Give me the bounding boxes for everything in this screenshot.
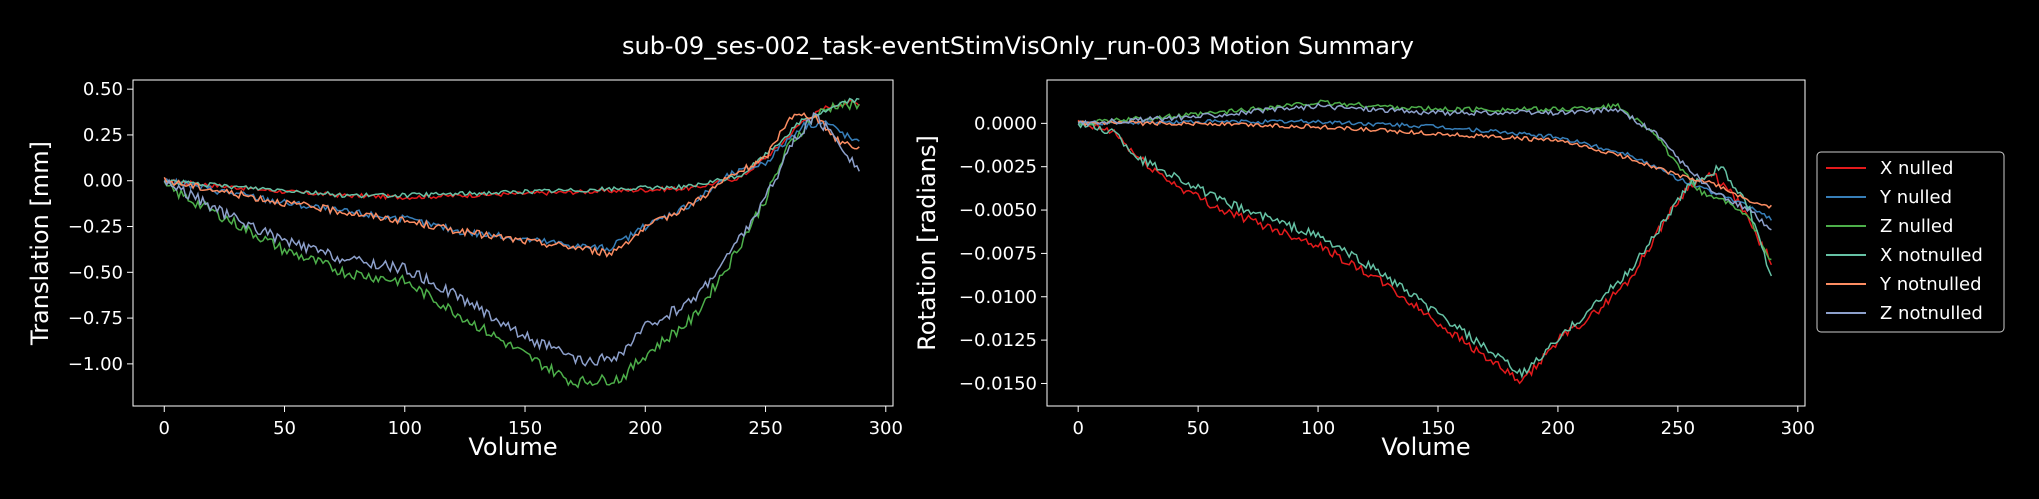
series-line (163, 99, 860, 389)
x-tick-label: 200 (628, 418, 662, 439)
x-tick-label: 300 (869, 418, 903, 439)
y-tick-label: −0.75 (68, 308, 123, 329)
x-axis-label: Volume (1381, 433, 1470, 461)
legend-label: Z nulled (1880, 216, 1953, 237)
legend-label: Y nulled (1879, 187, 1952, 208)
series-line (163, 112, 860, 367)
y-tick-label: −0.0100 (959, 287, 1037, 308)
y-tick-label: 0.0000 (974, 113, 1037, 134)
series-line (1077, 121, 1773, 379)
legend-label: Y notnulled (1879, 274, 1982, 295)
x-tick-label: 250 (748, 418, 782, 439)
series-line (164, 99, 860, 201)
plot-panel-1: 0 50 100 150 200 250 300 0.50 0.25 0.00 −0.25 −0.50… (26, 79, 903, 461)
legend: X nulled Y nulled Z nulled X notnulled Y not… (1816, 151, 2005, 333)
y-tick-label: −0.0075 (959, 243, 1037, 264)
x-tick-label: 0 (1072, 418, 1083, 439)
x-tick-label: 300 (1781, 418, 1815, 439)
y-axis-label: Translation [mm] (26, 141, 54, 346)
series-line (1077, 102, 1772, 231)
y-tick-label: 0.25 (83, 125, 123, 146)
y-tick-label: 0.00 (83, 171, 123, 192)
figure-title: sub-09_ses-002_task-eventStimVisOnly_run… (622, 32, 1414, 60)
series-line (164, 97, 860, 199)
legend-label: Z notnulled (1880, 303, 1983, 324)
x-tick-label: 0 (159, 418, 170, 439)
series-line (1077, 99, 1772, 261)
x-tick-label: 250 (1661, 418, 1695, 439)
series-line (1077, 119, 1773, 385)
x-tick-label: 200 (1541, 418, 1575, 439)
y-tick-label: −0.0125 (959, 330, 1037, 351)
y-tick-label: −1.00 (68, 354, 123, 375)
y-tick-label: 0.50 (83, 79, 123, 100)
plot-frame (1046, 79, 1806, 407)
legend-label: X nulled (1880, 158, 1953, 179)
x-tick-label: 50 (1187, 418, 1210, 439)
series-line (163, 112, 860, 258)
x-tick-label: 150 (508, 418, 542, 439)
plot-frame (132, 79, 894, 407)
x-axis-label: Volume (468, 433, 557, 461)
y-tick-label: −0.0025 (959, 157, 1037, 178)
y-tick-label: −0.0050 (959, 200, 1037, 221)
legend-label: X notnulled (1880, 245, 1983, 266)
y-axis-label: Rotation [radians] (913, 135, 941, 351)
y-tick-label: −0.0150 (959, 373, 1037, 394)
x-tick-label: 50 (273, 418, 296, 439)
y-tick-label: −0.25 (68, 217, 123, 238)
x-tick-label: 100 (1301, 418, 1335, 439)
series-line (1078, 118, 1773, 221)
series-line (1078, 120, 1772, 209)
x-tick-label: 100 (388, 418, 422, 439)
y-tick-label: −0.50 (68, 262, 123, 283)
x-tick-label: 150 (1421, 418, 1455, 439)
plot-panel-2: 0 50 100 150 200 250 300 0.0000 −0.0025 −0.0050 −0… (913, 79, 1815, 461)
